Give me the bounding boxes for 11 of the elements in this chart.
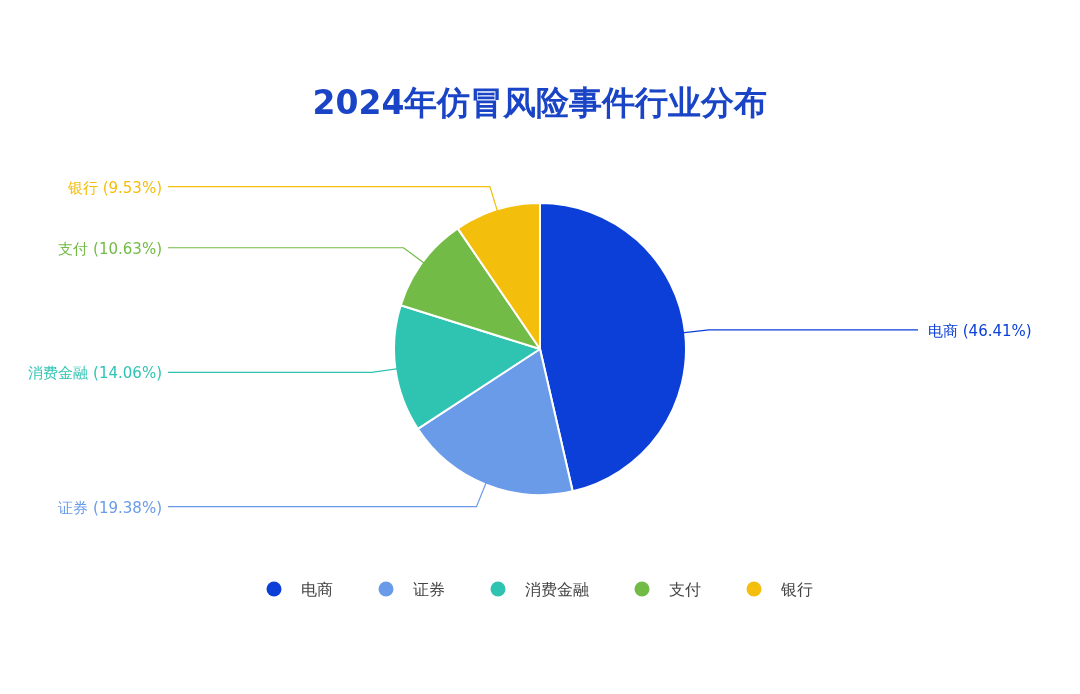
- category-label: 银行 (9.53%): [67, 178, 162, 197]
- legend-label: 银行: [780, 580, 813, 599]
- category-label: 消费金融 (14.06%): [28, 364, 162, 383]
- category-label: 支付 (10.63%): [58, 239, 162, 258]
- legend-label: 消费金融: [525, 580, 589, 599]
- category-label: 电商 (46.41%): [928, 321, 1032, 340]
- chart-title: 2024年仿冒风险事件行业分布: [312, 83, 768, 122]
- legend-label: 证券: [413, 580, 445, 599]
- legend-label: 电商: [301, 580, 333, 599]
- legend-label: 支付: [669, 580, 701, 599]
- category-label: 证券 (19.38%): [58, 498, 162, 517]
